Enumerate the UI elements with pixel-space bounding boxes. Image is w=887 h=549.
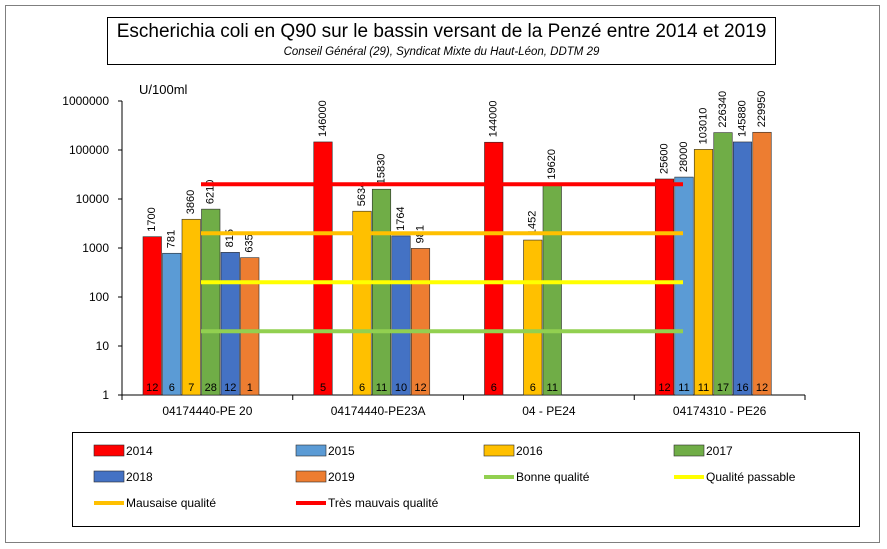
legend-label: Bonne qualité <box>516 470 590 484</box>
legend-label: Très mauvais qualité <box>328 496 439 510</box>
count-label: 6 <box>530 382 536 394</box>
count-label: 7 <box>188 382 194 394</box>
legend-swatch <box>483 444 515 457</box>
bar-2017-3 <box>713 132 733 396</box>
value-label: 144000 <box>488 101 500 138</box>
value-label: 146000 <box>317 100 329 137</box>
count-label: 12 <box>658 382 670 394</box>
value-label: 226340 <box>717 91 729 128</box>
count-label: 28 <box>205 382 217 394</box>
legend-label: 2018 <box>126 470 153 484</box>
bar-2019-1 <box>410 248 431 396</box>
count-label: 5 <box>320 382 326 394</box>
bar-2014-0 <box>142 236 162 396</box>
title-box: Escherichia coli en Q90 sur le bassin ve… <box>107 17 776 65</box>
count-label: 11 <box>376 382 387 394</box>
legend-swatch <box>93 444 125 457</box>
value-label: 1764 <box>395 206 407 230</box>
bar-2017-1 <box>371 188 392 396</box>
bar-2014-2 <box>484 141 504 396</box>
count-label: 17 <box>717 382 729 394</box>
value-label: 19620 <box>546 149 558 180</box>
count-label: 6 <box>359 382 365 394</box>
y-axis-label: U/100ml <box>139 82 188 97</box>
count-label: 11 <box>547 382 558 394</box>
y-tick-label: 10 <box>96 339 110 353</box>
value-label: 15830 <box>376 154 388 185</box>
bar-2018-0 <box>220 252 240 396</box>
count-label: 6 <box>169 382 175 394</box>
legend-label: Qualité passable <box>706 470 796 484</box>
x-category-label: 04174440-PE23A <box>331 404 426 418</box>
chart-frame <box>5 5 880 543</box>
y-tick-label: 1000 <box>82 241 109 255</box>
bar-2016-0 <box>181 218 201 396</box>
bar-2014-3 <box>654 178 675 396</box>
y-tick-label: 1000000 <box>62 94 109 108</box>
bar-2019-3 <box>752 131 772 396</box>
legend-swatch <box>93 470 125 483</box>
bar-2018-1 <box>391 235 411 396</box>
value-label: 1452 <box>527 211 539 235</box>
value-label: 635 <box>244 234 256 252</box>
chart-subtitle: Conseil Général (29), Syndicat Mixte du … <box>283 46 600 58</box>
x-category-label: 04 - PE24 <box>522 404 576 418</box>
bar-2016-3 <box>693 149 714 396</box>
count-label: 12 <box>146 382 158 394</box>
bar-2015-3 <box>674 176 694 396</box>
count-label: 12 <box>756 382 768 394</box>
legend-label: 2017 <box>706 444 733 458</box>
count-label: 12 <box>414 382 426 394</box>
value-label: 25600 <box>659 143 671 174</box>
count-label: 6 <box>491 382 497 394</box>
count-label: 16 <box>736 382 748 394</box>
legend-label: 2016 <box>516 444 543 458</box>
value-label: 5634 <box>356 182 368 206</box>
count-label: 12 <box>224 382 236 394</box>
bar-2018-3 <box>732 141 753 396</box>
chart-title: Escherichia coli en Q90 sur le bassin ve… <box>116 21 767 42</box>
bar-2014-1 <box>313 141 333 396</box>
bar-2016-2 <box>523 239 543 396</box>
bar-2015-0 <box>162 252 182 396</box>
value-label: 229950 <box>756 91 768 128</box>
value-label: 28000 <box>678 141 690 172</box>
y-tick-label: 100000 <box>69 143 109 157</box>
legend-swatch <box>295 444 327 457</box>
y-tick-label: 100 <box>89 290 109 304</box>
count-label: 10 <box>395 382 407 394</box>
value-label: 3860 <box>185 190 197 214</box>
count-label: 11 <box>678 382 689 394</box>
value-label: 1700 <box>146 207 158 231</box>
bar-2016-1 <box>352 210 372 396</box>
value-label: 103010 <box>698 108 710 145</box>
y-tick-label: 1 <box>102 388 109 402</box>
x-category-label: 04174440-PE 20 <box>162 404 252 418</box>
value-label: 145880 <box>737 100 749 137</box>
y-tick-label: 10000 <box>76 192 110 206</box>
legend-swatch <box>673 444 705 457</box>
bar-2017-0 <box>201 208 221 396</box>
legend-label: 2015 <box>328 444 355 458</box>
bar-2017-2 <box>542 184 562 396</box>
legend-label: 2019 <box>328 470 355 484</box>
legend-label: 2014 <box>126 444 153 458</box>
legend-swatch <box>295 470 327 483</box>
count-label: 1 <box>247 382 253 394</box>
x-category-label: 04174310 - PE26 <box>673 404 767 418</box>
bar-2019-0 <box>240 257 260 396</box>
count-label: 11 <box>698 382 709 394</box>
value-label: 781 <box>166 230 178 248</box>
legend-label: Mausaise qualité <box>126 496 216 510</box>
legend-box <box>72 432 860 527</box>
